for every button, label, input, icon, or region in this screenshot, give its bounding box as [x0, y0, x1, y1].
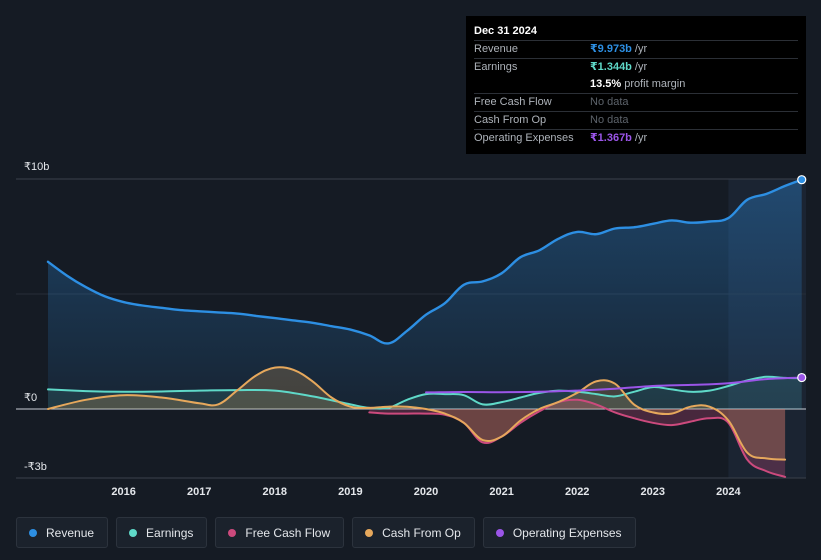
x-tick-label-2016: 2016: [111, 486, 135, 498]
cash-from-op-dot-icon: [365, 528, 374, 537]
x-tick-label-2021: 2021: [489, 486, 513, 498]
tooltip-label: Cash From Op: [474, 114, 547, 126]
revenue-dot-icon: [29, 528, 37, 537]
unit: profit margin: [624, 78, 686, 90]
x-tick-label-2018: 2018: [263, 486, 287, 498]
legend-free-cash-flow[interactable]: Free Cash Flow: [215, 517, 345, 548]
revenue-end-point: [797, 175, 807, 185]
cfo-value: No data: [590, 114, 629, 126]
unit: /yr: [634, 43, 648, 55]
legend-cash-from-op[interactable]: Cash From Op: [352, 517, 475, 548]
legend-label: Free Cash Flow: [245, 525, 331, 540]
tooltip-label: Revenue: [474, 43, 519, 55]
tooltip-row-opex: Operating Expenses ₹1.367b/yr: [474, 129, 798, 147]
tooltip-row-fcf: Free Cash Flow No data: [474, 93, 798, 111]
tooltip-panel: Dec 31 2024 Revenue ₹9.973b/yr Earnings …: [466, 16, 806, 154]
legend-label: Earnings: [146, 525, 194, 540]
profit-margin-value: 13.5%: [590, 78, 622, 90]
earnings-value: ₹1.344b: [590, 61, 632, 73]
operating-expenses-dot-icon: [495, 528, 504, 537]
free-cash-flow-dot-icon: [228, 528, 237, 537]
revenue-line: [46, 178, 803, 345]
x-tick-label-2017: 2017: [187, 486, 211, 498]
revenue-area: [48, 179, 802, 409]
y-tick-label-bottom: -₹3b: [24, 461, 47, 473]
tooltip-value: 13.5% profit margin: [590, 76, 685, 93]
x-tick-label-2024: 2024: [716, 486, 741, 498]
tooltip-label: Earnings: [474, 61, 518, 73]
unit: /yr: [634, 61, 648, 73]
revenue-value: ₹9.973b: [590, 43, 632, 55]
tooltip-row-cfo: Cash From Op No data: [474, 111, 798, 129]
operating-expenses-line: [425, 376, 803, 394]
tooltip-value: ₹1.344b/yr: [590, 59, 647, 76]
legend-operating-expenses[interactable]: Operating Expenses: [482, 517, 636, 548]
fcf-value: No data: [590, 96, 629, 108]
tooltip-label: Free Cash Flow: [474, 96, 552, 108]
tooltip-label: Operating Expenses: [474, 132, 574, 144]
tooltip-value: ₹9.973b/yr: [590, 41, 647, 58]
earnings-dot-icon: [129, 528, 138, 537]
operating-expenses-end-point: [797, 372, 807, 383]
free-cash-flow-line: [368, 398, 787, 478]
legend-label: Cash From Op: [382, 525, 461, 540]
opex-value: ₹1.367b: [590, 132, 632, 144]
y-tick-label-zero: ₹0: [24, 392, 38, 404]
y-tick-label-top: ₹10b: [24, 161, 50, 173]
cash-from-op-line: [47, 366, 787, 461]
legend-earnings[interactable]: Earnings: [116, 517, 208, 548]
x-tick-label-2020: 2020: [414, 486, 438, 498]
legend-label: Operating Expenses: [512, 525, 622, 540]
tooltip-date: Dec 31 2024: [474, 25, 537, 37]
tooltip-row-margin: 13.5% profit margin: [474, 76, 798, 93]
chart-legend: Revenue Earnings Free Cash Flow Cash Fro…: [16, 517, 636, 548]
unit: /yr: [634, 132, 648, 144]
tooltip-row-revenue: Revenue ₹9.973b/yr: [474, 40, 798, 58]
earnings-line: [47, 375, 803, 410]
x-tick-label-2022: 2022: [565, 486, 589, 498]
earnings-area: [48, 376, 802, 409]
free-cash-flow-area: [369, 399, 786, 477]
legend-label: Revenue: [46, 525, 95, 540]
x-tick-label-2019: 2019: [338, 486, 362, 498]
legend-revenue[interactable]: Revenue: [16, 517, 109, 548]
x-tick-label-2023: 2023: [641, 486, 665, 498]
tooltip-value: ₹1.367b/yr: [590, 130, 647, 147]
tooltip-row-earnings: Earnings ₹1.344b/yr: [474, 58, 798, 76]
